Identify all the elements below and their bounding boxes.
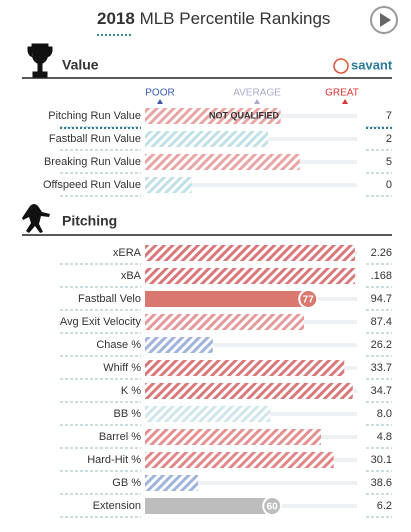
percentile-bar [145,383,353,399]
header: 2018 MLB Percentile Rankings [97,9,330,28]
play-icon [380,13,391,27]
row-label: Extension [93,500,141,512]
percentile-bar [145,177,192,193]
stat-value: 2 [386,133,392,145]
title: MLB Percentile Rankings [140,9,331,28]
stat-value: 7 [386,110,392,122]
row-label: Avg Exit Velocity [60,316,142,328]
percentile-bubble [262,496,283,516]
stat-value: 8.0 [377,408,392,420]
savant-logo [333,58,349,74]
percentile-bar [145,452,334,468]
stat-value: 2.26 [371,247,392,259]
row-label: xERA [113,247,142,259]
percentile-label: 60 [267,502,279,513]
percentile-bar [145,337,213,353]
percentile-bar [145,268,355,284]
average-marker [254,99,260,104]
percentile-bar [145,429,321,445]
row-label: K % [121,385,141,397]
row-label: Offspeed Run Value [43,179,141,191]
stat-value: 4.8 [377,431,392,443]
percentile-bar [145,498,273,514]
percentile-bar [145,360,345,376]
stat-value: 0 [386,179,392,191]
row-label: Breaking Run Value [44,156,141,168]
percentile-bar [145,108,281,124]
row-label: Fastball Run Value [49,133,141,145]
great-label: GREAT [325,88,359,99]
percentile-bar [145,154,300,170]
row-label: xBA [121,270,142,282]
row-label: Pitching Run Value [48,110,141,122]
stat-value: 38.6 [371,477,392,489]
percentile-bar [145,475,198,491]
pitcher-icon [22,204,50,233]
stat-value: 5 [386,156,392,168]
stat-value: 34.7 [371,385,392,397]
stat-value: 33.7 [371,362,392,374]
percentile-label: 77 [303,295,315,306]
stat-value: 87.4 [371,316,392,328]
row-label: Hard-Hit % [87,454,141,466]
poor-label: POOR [145,88,174,99]
stat-value: .168 [371,270,392,282]
stat-value: 26.2 [371,339,392,351]
poor-marker [157,99,163,104]
percentile-bar [145,406,271,422]
row-label: GB % [112,477,141,489]
average-label: AVERAGE [233,88,281,99]
stat-value: 94.7 [371,293,392,305]
brand[interactable]: savant [351,57,393,72]
row-label: Barrel % [99,431,141,443]
year: 2018 [97,9,135,28]
percentile-bubble [298,289,319,309]
percentile-bar [145,245,355,261]
row-label: Fastball Velo [78,293,141,305]
section-title: Value [62,57,99,73]
percentile-bar [145,131,268,147]
stat-value: 30.1 [371,454,392,466]
stat-value: 6.2 [377,500,392,512]
section-title: Pitching [62,213,117,229]
not-qualified: NOT QUALIFIED [209,110,279,120]
percentile-bar [145,314,304,330]
row-label: Whiff % [103,362,141,374]
great-marker [342,99,348,104]
row-label: Chase % [96,339,141,351]
percentile-bar [145,291,309,307]
row-label: BB % [113,408,141,420]
trophy-icon [27,43,53,78]
